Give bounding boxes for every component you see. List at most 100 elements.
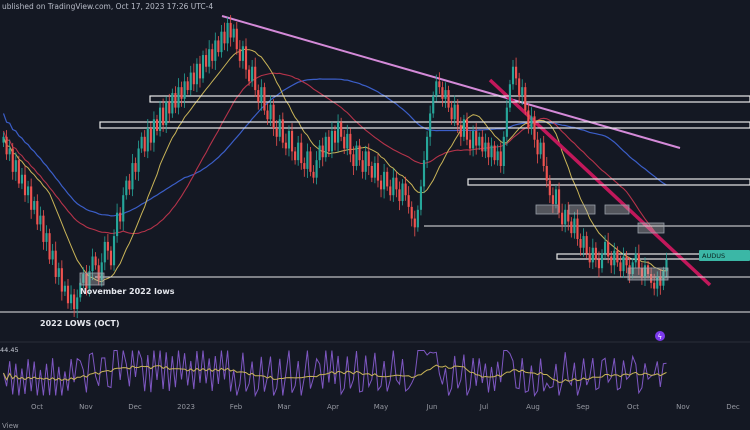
candle-body xyxy=(20,174,24,184)
candle-body xyxy=(416,209,419,228)
resistance-zone xyxy=(149,95,750,103)
candle-body xyxy=(303,163,306,169)
candle-body xyxy=(444,90,447,99)
candle-body xyxy=(496,151,499,161)
highlight-box xyxy=(627,267,669,281)
candle-body xyxy=(171,93,174,114)
candle-body xyxy=(251,66,254,82)
candle-body xyxy=(60,268,63,292)
candle-body xyxy=(146,128,149,152)
candle-body xyxy=(51,250,54,260)
candle-body xyxy=(106,241,109,251)
x-axis: Oct Nov Dec 2023 Feb Mar Apr May Jun Jul Aug Sep Oct… xyxy=(31,403,740,411)
candle-body xyxy=(542,142,545,166)
candle-body xyxy=(557,189,561,213)
candle-body xyxy=(536,139,539,155)
trendlines xyxy=(221,15,712,287)
candle-body xyxy=(539,142,542,155)
candle-body xyxy=(263,87,266,111)
candle-body xyxy=(8,148,11,155)
candle-body xyxy=(128,180,131,190)
candle-body xyxy=(140,136,143,149)
candle-body xyxy=(364,151,367,172)
candle-body xyxy=(112,236,116,266)
candle-body xyxy=(17,160,20,184)
candle-body xyxy=(564,209,567,225)
candle-body xyxy=(309,151,312,172)
candle-body xyxy=(324,136,327,158)
candle-body xyxy=(422,160,426,187)
candle-body xyxy=(131,163,134,190)
candle-body xyxy=(640,268,643,277)
x-tick-label: Mar xyxy=(277,403,290,411)
candle-body xyxy=(297,142,300,161)
x-tick-label: 2023 xyxy=(177,403,195,411)
candle-body xyxy=(600,253,604,269)
x-tick-label: Aug xyxy=(526,403,540,411)
highlight-boxes xyxy=(79,204,669,286)
candle-body xyxy=(410,206,413,219)
candle-body xyxy=(180,87,183,99)
highlight-box xyxy=(604,204,630,215)
candle-body xyxy=(229,22,232,38)
candle-body xyxy=(515,66,518,79)
candle-body xyxy=(340,122,343,137)
candle-body xyxy=(220,31,223,53)
candle-body xyxy=(358,145,361,161)
price-badge-label: AUDUS xyxy=(702,252,725,260)
candle-body xyxy=(192,72,195,85)
candle-body xyxy=(278,119,281,137)
x-tick-label: Oct xyxy=(31,403,43,411)
candle-body xyxy=(634,253,637,263)
candle-body xyxy=(94,256,97,266)
candle-body xyxy=(27,186,30,196)
candle-body xyxy=(628,265,631,275)
candle-body xyxy=(625,256,628,266)
highlight-box xyxy=(535,204,559,215)
candle-body xyxy=(195,63,198,85)
highlight-box xyxy=(637,222,665,234)
x-tick-label: Nov xyxy=(79,403,93,411)
candle-body xyxy=(103,241,106,263)
candle-body xyxy=(656,276,659,289)
candle-body xyxy=(398,189,401,202)
flash-icon-glyph: ϟ xyxy=(658,333,663,341)
rsi-pane xyxy=(3,350,667,398)
candle-body xyxy=(330,130,334,152)
candle-body xyxy=(573,218,576,234)
candle-body xyxy=(392,177,395,196)
candle-body xyxy=(453,104,456,120)
annotation-november-lows: November 2022 lows xyxy=(80,287,175,296)
candle-body xyxy=(490,145,493,158)
candle-body xyxy=(275,128,278,137)
candle-body xyxy=(389,186,392,196)
candle-body xyxy=(530,116,533,129)
candle-body xyxy=(597,259,601,269)
candle-body xyxy=(217,40,220,53)
candle-body xyxy=(622,256,625,272)
candle-body xyxy=(478,136,481,146)
candle-body xyxy=(456,104,459,126)
candle-body xyxy=(346,133,349,149)
candle-body xyxy=(269,104,272,120)
candle-body xyxy=(429,113,432,137)
candle-body xyxy=(79,282,82,298)
candle-body xyxy=(100,262,103,280)
candle-body xyxy=(401,183,404,202)
candle-body xyxy=(665,259,668,272)
candle-body xyxy=(413,218,416,228)
candle-body xyxy=(165,101,168,126)
candle-body xyxy=(76,297,79,310)
candle-body xyxy=(327,136,330,152)
x-tick-label: Dec xyxy=(726,403,740,411)
candle-body xyxy=(208,49,211,67)
candle-body xyxy=(487,142,490,158)
flash-icon[interactable] xyxy=(655,331,665,341)
candle-body xyxy=(570,221,573,234)
candle-body xyxy=(186,81,189,91)
candle-body xyxy=(419,186,423,210)
candle-body xyxy=(373,163,376,178)
candle-body xyxy=(287,130,291,149)
event-icon[interactable]: ϟ xyxy=(655,331,665,341)
